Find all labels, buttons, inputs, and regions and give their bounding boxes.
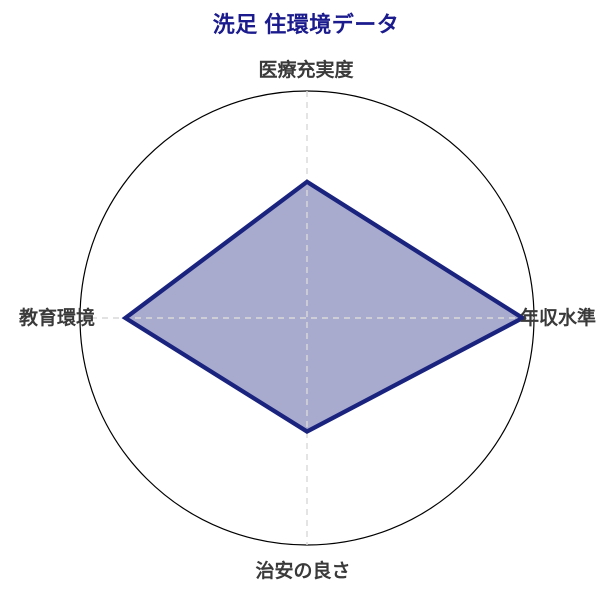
radar-area-fill xyxy=(125,181,523,432)
axis-label-safety: 治安の良さ xyxy=(255,559,350,582)
axis-label-education: 教育環境 xyxy=(19,306,95,329)
axis-label-medical: 医療充実度 xyxy=(258,58,354,81)
chart-title: 洗足 住環境データ xyxy=(212,12,400,37)
radar-area-outline xyxy=(121,179,527,434)
axis-label-income: 年収水準 xyxy=(520,306,596,329)
